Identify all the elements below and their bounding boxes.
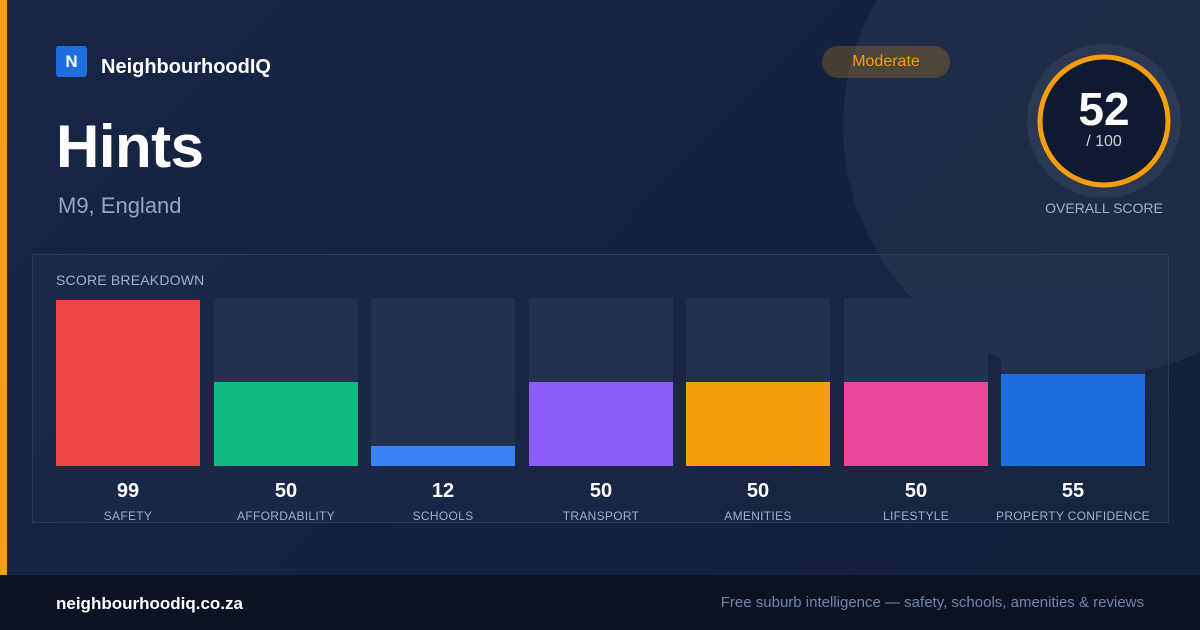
bar-fill	[529, 382, 673, 466]
footer-domain-link[interactable]: neighbourhoodiq.co.za	[56, 594, 243, 613]
score-ring-graphic	[1027, 44, 1181, 198]
breakdown-bar-property-confidence: 55 PROPERTY CONFIDENCE	[996, 298, 1150, 524]
footer: neighbourhoodiq.co.za Free suburb intell…	[0, 575, 1200, 630]
bar-label: TRANSPORT	[562, 509, 640, 523]
bar-track	[214, 298, 358, 466]
score-breakdown-panel: SCORE BREAKDOWN 99 SAFETY 50 AFFORDABILITY 1…	[32, 254, 1169, 523]
bar-label: AMENITIES	[724, 509, 792, 523]
rating-level-badge: Moderate	[822, 46, 950, 78]
bar-label: AFFORDABILITY	[237, 509, 335, 523]
share-card: N NeighbourhoodIQ Hints M9, England Mode…	[0, 0, 1200, 575]
bar-track	[56, 298, 200, 466]
bar-label: PROPERTY CONFIDENCE	[996, 509, 1150, 523]
accent-stripe	[0, 0, 7, 575]
bar-value: 12	[431, 480, 455, 502]
bar-track	[844, 298, 988, 466]
breakdown-bar-lifestyle: 50 LIFESTYLE	[844, 298, 988, 524]
bar-value: 50	[274, 480, 298, 502]
place-title: Hints	[56, 113, 204, 180]
bar-fill	[844, 382, 988, 466]
score-ring-arc	[1037, 54, 1171, 188]
bar-value: 50	[589, 480, 613, 502]
footer-tagline: Free suburb intelligence — safety, schoo…	[720, 594, 1144, 611]
breakdown-bar-amenities: 50 AMENITIES	[686, 298, 830, 524]
bar-track	[686, 298, 830, 466]
bar-fill	[214, 382, 358, 466]
overall-score-ring: 52 / 100	[1027, 44, 1181, 198]
bar-fill	[1001, 374, 1145, 466]
bar-label: LIFESTYLE	[882, 509, 950, 523]
place-location: M9, England	[58, 193, 182, 218]
bar-value: 50	[904, 480, 928, 502]
overall-score-value: 52	[1078, 83, 1130, 135]
breakdown-heading: SCORE BREAKDOWN	[56, 272, 205, 288]
breakdown-bar-transport: 50 TRANSPORT	[529, 298, 673, 524]
breakdown-bar-safety: 99 SAFETY	[56, 298, 200, 524]
breakdown-bar-affordability: 50 AFFORDABILITY	[214, 298, 358, 524]
brand-logo: N	[56, 46, 87, 77]
bar-fill	[686, 382, 830, 466]
bar-track	[529, 298, 673, 466]
bar-value: 99	[116, 480, 140, 502]
overall-score-caption: OVERALL SCORE	[1045, 200, 1163, 216]
bar-value: 55	[1061, 480, 1085, 502]
bar-label: SCHOOLS	[412, 509, 474, 523]
brand-name: NeighbourhoodIQ	[101, 56, 271, 78]
breakdown-bar-schools: 12 SCHOOLS	[371, 298, 515, 524]
bar-fill	[56, 300, 200, 466]
bar-fill	[371, 446, 515, 466]
overall-score-max: / 100	[1086, 133, 1122, 150]
bar-label: SAFETY	[103, 509, 153, 523]
bar-track	[1001, 298, 1145, 466]
bar-value: 50	[746, 480, 770, 502]
bar-track	[371, 298, 515, 466]
